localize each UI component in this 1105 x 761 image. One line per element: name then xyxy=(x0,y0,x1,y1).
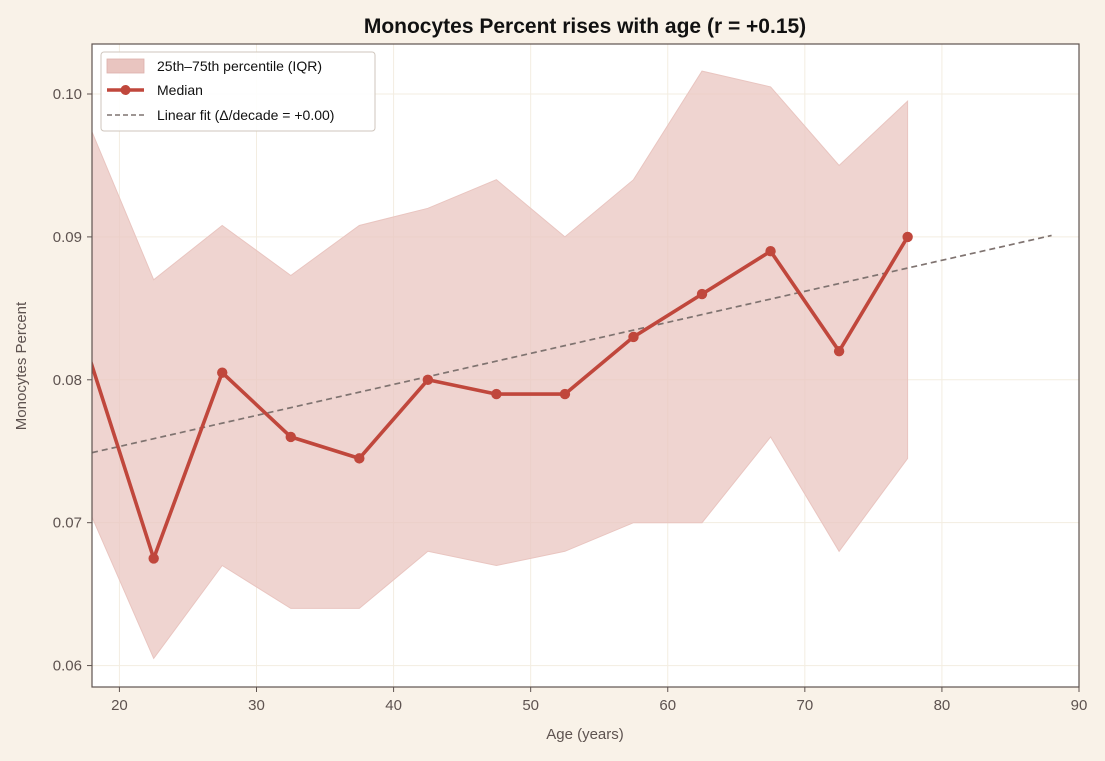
legend-fit-label: Linear fit (Δ/decade = +0.00) xyxy=(157,107,334,123)
x-tick-label: 80 xyxy=(934,697,951,714)
x-tick-label: 50 xyxy=(522,697,539,714)
median-point xyxy=(148,553,159,564)
legend-median-label: Median xyxy=(157,82,203,98)
x-axis-label: Age (years) xyxy=(546,726,624,743)
y-tick-label: 0.07 xyxy=(53,515,82,532)
legend: 25th–75th percentile (IQR) Median Linear… xyxy=(100,51,376,132)
median-point xyxy=(902,231,913,243)
y-axis-label: Monocytes Percent xyxy=(13,301,30,430)
x-tick-label: 20 xyxy=(111,697,128,714)
iqr-band xyxy=(92,70,909,660)
median-point xyxy=(696,288,708,300)
median-point xyxy=(285,431,296,443)
x-tick-label: 90 xyxy=(1071,697,1088,714)
median-point xyxy=(422,374,434,385)
median-point xyxy=(217,367,228,378)
y-tick-label: 0.10 xyxy=(53,86,82,103)
legend-iqr-swatch xyxy=(106,58,145,74)
median-point xyxy=(628,331,639,343)
plot-content xyxy=(92,70,1052,660)
y-tick-label: 0.09 xyxy=(53,229,82,246)
legend-median-marker xyxy=(120,85,131,95)
x-tick-label: 60 xyxy=(659,697,676,714)
median-point xyxy=(354,453,365,464)
x-tick-label: 70 xyxy=(796,697,813,714)
y-tick-label: 0.06 xyxy=(53,658,82,675)
median-point xyxy=(491,388,502,400)
y-axis: 0.06 0.07 0.08 0.09 0.10 xyxy=(53,86,92,675)
median-point xyxy=(765,245,776,257)
x-tick-label: 30 xyxy=(248,697,265,714)
legend-iqr-label: 25th–75th percentile (IQR) xyxy=(157,58,322,74)
x-tick-label: 40 xyxy=(385,697,402,714)
linear-fit-line xyxy=(92,234,1052,454)
chart-title: Monocytes Percent rises with age (r = +0… xyxy=(364,15,806,38)
y-tick-label: 0.08 xyxy=(53,372,82,389)
plot-frame xyxy=(91,43,1080,688)
x-axis: 20 30 40 50 60 70 80 90 xyxy=(111,687,1087,714)
median-point xyxy=(833,346,845,357)
legend-box xyxy=(100,51,376,132)
median-point xyxy=(559,388,571,400)
